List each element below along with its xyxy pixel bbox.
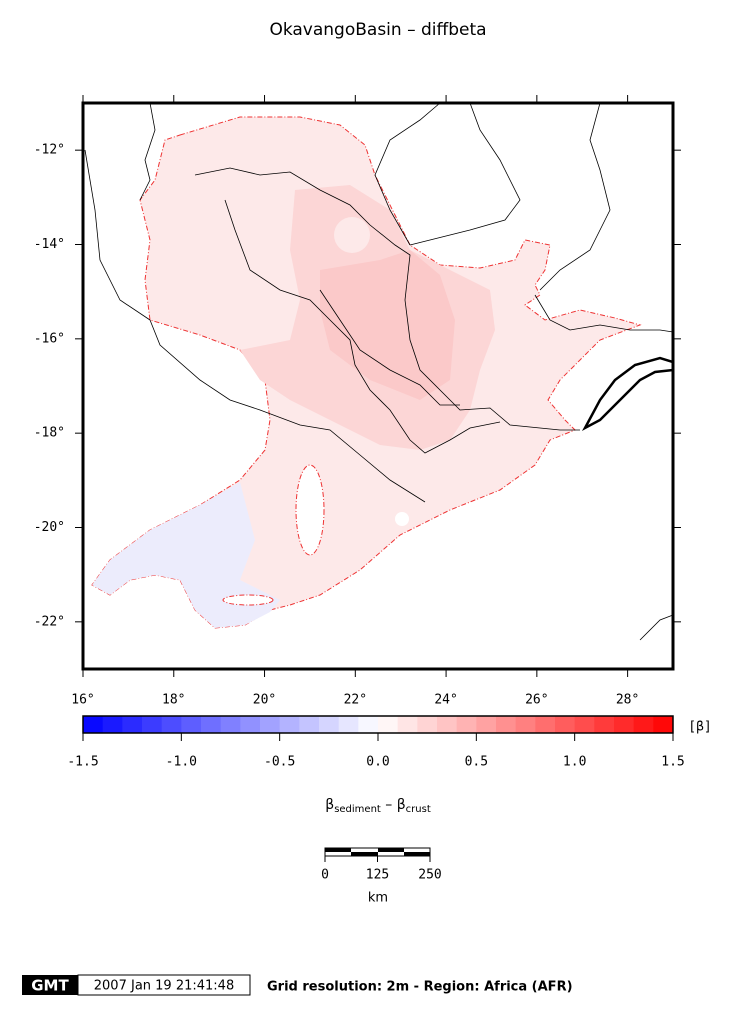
colorbar-tick-label: 0.0 bbox=[366, 755, 389, 770]
scale-segment bbox=[325, 848, 351, 852]
colorbar-label: βsediment – βcrust bbox=[325, 797, 431, 815]
colorbar-swatch bbox=[515, 716, 536, 733]
colorbar-swatch bbox=[417, 716, 438, 733]
x-tick-label: 20° bbox=[253, 693, 276, 708]
logo: GMT bbox=[31, 977, 69, 995]
colorbar-tick-label: -0.5 bbox=[264, 755, 295, 770]
timestamp-box bbox=[77, 974, 251, 996]
colorbar bbox=[82, 715, 674, 734]
y-tick-label: -18° bbox=[34, 426, 65, 441]
scale-tick-label: 250 bbox=[418, 868, 441, 883]
hole bbox=[334, 217, 370, 253]
scale-segment bbox=[378, 848, 404, 852]
colorbar-swatch bbox=[181, 716, 202, 733]
scale-segment bbox=[351, 852, 378, 856]
colorbar-swatch bbox=[476, 716, 497, 733]
colorbar-tick-label: -1.5 bbox=[67, 755, 98, 770]
hole bbox=[395, 512, 409, 526]
colorbar-swatch bbox=[653, 716, 674, 733]
scale-tick-label: 0 bbox=[321, 868, 329, 883]
colorbar-swatch bbox=[240, 716, 261, 733]
map bbox=[81, 101, 675, 671]
colorbar-swatch bbox=[555, 716, 576, 733]
colorbar-tick-label: 1.5 bbox=[661, 755, 684, 770]
colorbar-swatch bbox=[456, 716, 477, 733]
title: OkavangoBasin – diffbeta bbox=[269, 20, 486, 40]
colorbar-swatch bbox=[338, 716, 359, 733]
label-part: – bbox=[381, 797, 397, 813]
scale-tick-label: 125 bbox=[366, 868, 389, 883]
colorbar-swatch bbox=[496, 716, 517, 733]
colorbar-swatch bbox=[201, 716, 222, 733]
colorbar-swatch bbox=[397, 716, 418, 733]
colorbar-swatch bbox=[378, 716, 399, 733]
anomaly-strong bbox=[320, 250, 455, 400]
y-tick-label: -16° bbox=[34, 331, 65, 346]
colorbar-swatch bbox=[83, 716, 104, 733]
colorbar-swatch bbox=[142, 716, 163, 733]
hole bbox=[222, 594, 274, 606]
colorbar-swatch bbox=[574, 716, 595, 733]
colorbar-swatch bbox=[594, 716, 615, 733]
footer-note: Grid resolution: 2m - Region: Africa (AF… bbox=[267, 980, 573, 995]
colorbar-swatch bbox=[260, 716, 281, 733]
negative-region bbox=[92, 482, 280, 628]
label-part: β bbox=[397, 797, 406, 813]
scale-segment bbox=[404, 852, 430, 856]
colorbar-swatch bbox=[437, 716, 458, 733]
colorbar-swatch bbox=[319, 716, 340, 733]
colorbar-swatch bbox=[279, 716, 300, 733]
label-part: sediment bbox=[334, 804, 381, 815]
colorbar-swatch bbox=[102, 716, 123, 733]
colorbar-swatch bbox=[535, 716, 556, 733]
y-tick-label: -14° bbox=[34, 237, 65, 252]
timestamp: 2007 Jan 19 21:41:48 bbox=[94, 979, 234, 994]
x-tick-label: 16° bbox=[71, 693, 94, 708]
map-frame bbox=[81, 101, 675, 671]
colorbar-tick-label: -1.0 bbox=[166, 755, 197, 770]
label-part: β bbox=[325, 797, 334, 813]
y-tick-label: -20° bbox=[34, 520, 65, 535]
scale-bar bbox=[324, 847, 431, 857]
logo-box bbox=[22, 975, 78, 995]
label-part: crust bbox=[406, 804, 431, 815]
colorbar-swatch bbox=[161, 716, 182, 733]
hole bbox=[295, 464, 325, 556]
colorbar-tick-label: 1.0 bbox=[563, 755, 586, 770]
x-tick-label: 22° bbox=[344, 693, 367, 708]
colorbar-swatch bbox=[358, 716, 379, 733]
colorbar-swatch bbox=[122, 716, 143, 733]
colorbar-unit: [β] bbox=[688, 720, 711, 735]
x-tick-label: 26° bbox=[525, 693, 548, 708]
scale-unit: km bbox=[368, 891, 388, 906]
y-tick-label: -12° bbox=[34, 143, 65, 158]
y-tick-label: -22° bbox=[34, 614, 65, 629]
x-tick-label: 28° bbox=[616, 693, 639, 708]
rivers-borders bbox=[84, 102, 674, 641]
x-tick-label: 18° bbox=[162, 693, 185, 708]
colorbar-swatch bbox=[220, 716, 241, 733]
colorbar-swatch bbox=[633, 716, 654, 733]
x-tick-label: 24° bbox=[434, 693, 457, 708]
colorbar-swatch bbox=[614, 716, 635, 733]
colorbar-tick-label: 0.5 bbox=[465, 755, 488, 770]
colorbar-swatch bbox=[299, 716, 320, 733]
